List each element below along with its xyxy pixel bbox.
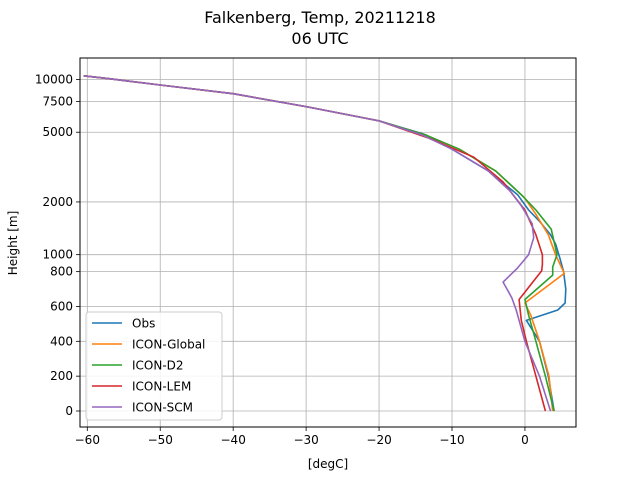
y-tick-label: 800	[50, 265, 73, 279]
legend-box	[85, 311, 223, 421]
y-tick-label: 2000	[42, 195, 73, 209]
legend-label: ICON-Global	[132, 338, 205, 352]
x-axis: −60 −50 −40 −30 −20 −10 0	[75, 427, 529, 447]
legend-label: ICON-LEM	[132, 380, 191, 394]
y-tick-label: 200	[50, 369, 73, 383]
chart-subtitle: 06 UTC	[291, 29, 348, 48]
chart-title: Falkenberg, Temp, 20211218	[204, 8, 436, 27]
y-tick-label: 5000	[42, 125, 73, 139]
y-tick-label: 1000	[42, 248, 73, 262]
x-tick-label: −20	[366, 433, 391, 447]
legend-label: ICON-SCM	[132, 401, 193, 415]
legend-label: Obs	[132, 317, 155, 331]
y-tick-label: 10000	[35, 73, 73, 87]
legend: Obs ICON-Global ICON-D2 ICON-LEM ICON-SCM	[85, 311, 223, 421]
y-tick-label: 400	[50, 334, 73, 348]
plot-frame	[79, 57, 577, 428]
x-tick-label: 0	[521, 433, 529, 447]
x-axis-label: [degC]	[308, 457, 348, 471]
series-layer	[83, 75, 567, 412]
x-tick-label: −40	[221, 433, 246, 447]
y-axis-label: Height [m]	[6, 211, 20, 276]
y-axis: 0 200 400 600 800 1000 2000 5000 7500 10000	[35, 73, 80, 418]
y-tick-label: 600	[50, 299, 73, 313]
series-line-icon-scm	[83, 75, 552, 412]
y-tick-label: 0	[65, 404, 73, 418]
x-tick-label: −30	[293, 433, 318, 447]
legend-label: ICON-D2	[132, 359, 184, 373]
x-tick-label: −10	[439, 433, 464, 447]
x-tick-label: −60	[75, 433, 100, 447]
x-tick-label: −50	[148, 433, 173, 447]
y-tick-label: 7500	[42, 94, 73, 108]
